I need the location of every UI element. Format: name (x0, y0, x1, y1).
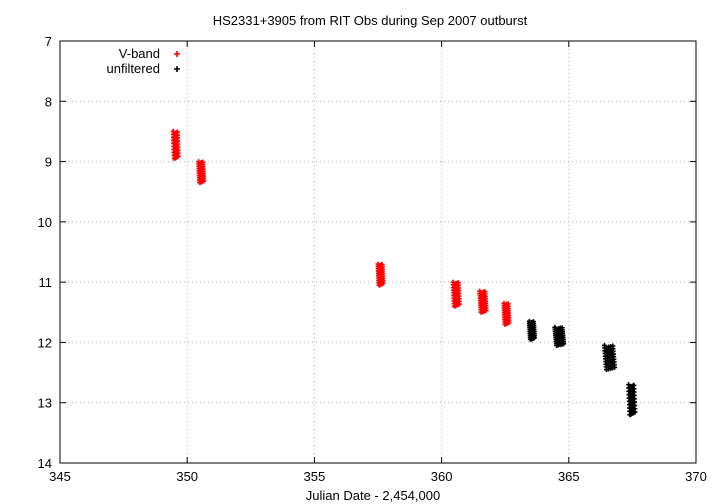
y-tick-label: 12 (38, 335, 52, 350)
chart-title: HS2331+3905 from RIT Obs during Sep 2007… (213, 13, 528, 28)
x-tick-label: 365 (558, 469, 580, 484)
data-cluster (601, 342, 618, 373)
data-point (502, 321, 508, 327)
x-tick-label: 360 (431, 469, 453, 484)
data-point (171, 156, 177, 162)
data-point (478, 309, 484, 315)
x-tick-label: 355 (304, 469, 326, 484)
data-point (197, 180, 203, 186)
x-axis-label: Julian Date - 2,454,000 (306, 488, 440, 503)
data-point (376, 282, 382, 288)
data-point (527, 336, 533, 342)
legend-marker (174, 51, 180, 57)
legend-marker (174, 66, 180, 72)
data-point (451, 303, 457, 309)
data-cluster (552, 324, 567, 348)
data-cluster (501, 300, 512, 327)
data-cluster (450, 279, 462, 309)
y-tick-label: 13 (38, 396, 52, 411)
series-unfiltered (526, 318, 638, 418)
x-tick-label: 345 (49, 469, 71, 484)
data-point (603, 367, 609, 373)
data-cluster (196, 159, 207, 186)
x-tick-label: 350 (176, 469, 198, 484)
y-tick-label: 14 (38, 456, 52, 471)
data-cluster (626, 382, 638, 418)
data-point (554, 342, 560, 348)
y-tick-label: 8 (45, 94, 52, 109)
y-tick-label: 10 (38, 215, 52, 230)
grid-layer (60, 41, 696, 463)
data-cluster (375, 261, 386, 288)
x-tick-label: 370 (685, 469, 707, 484)
series-v-band (170, 128, 512, 327)
data-cluster (477, 288, 489, 315)
legend-label: V-band (119, 46, 160, 61)
y-tick-label: 9 (45, 155, 52, 170)
tick-layer: 345 350 355 360 365 370 7 8 9 10 11 12 13 14 (38, 34, 707, 484)
y-tick-label: 11 (39, 275, 53, 290)
legend-label: unfiltered (107, 61, 160, 76)
data-point (627, 412, 633, 418)
data-layer (170, 128, 638, 418)
data-cluster (170, 128, 181, 162)
data-cluster (526, 318, 537, 342)
plot-frame (59, 40, 697, 464)
y-tick-label: 7 (45, 34, 52, 49)
